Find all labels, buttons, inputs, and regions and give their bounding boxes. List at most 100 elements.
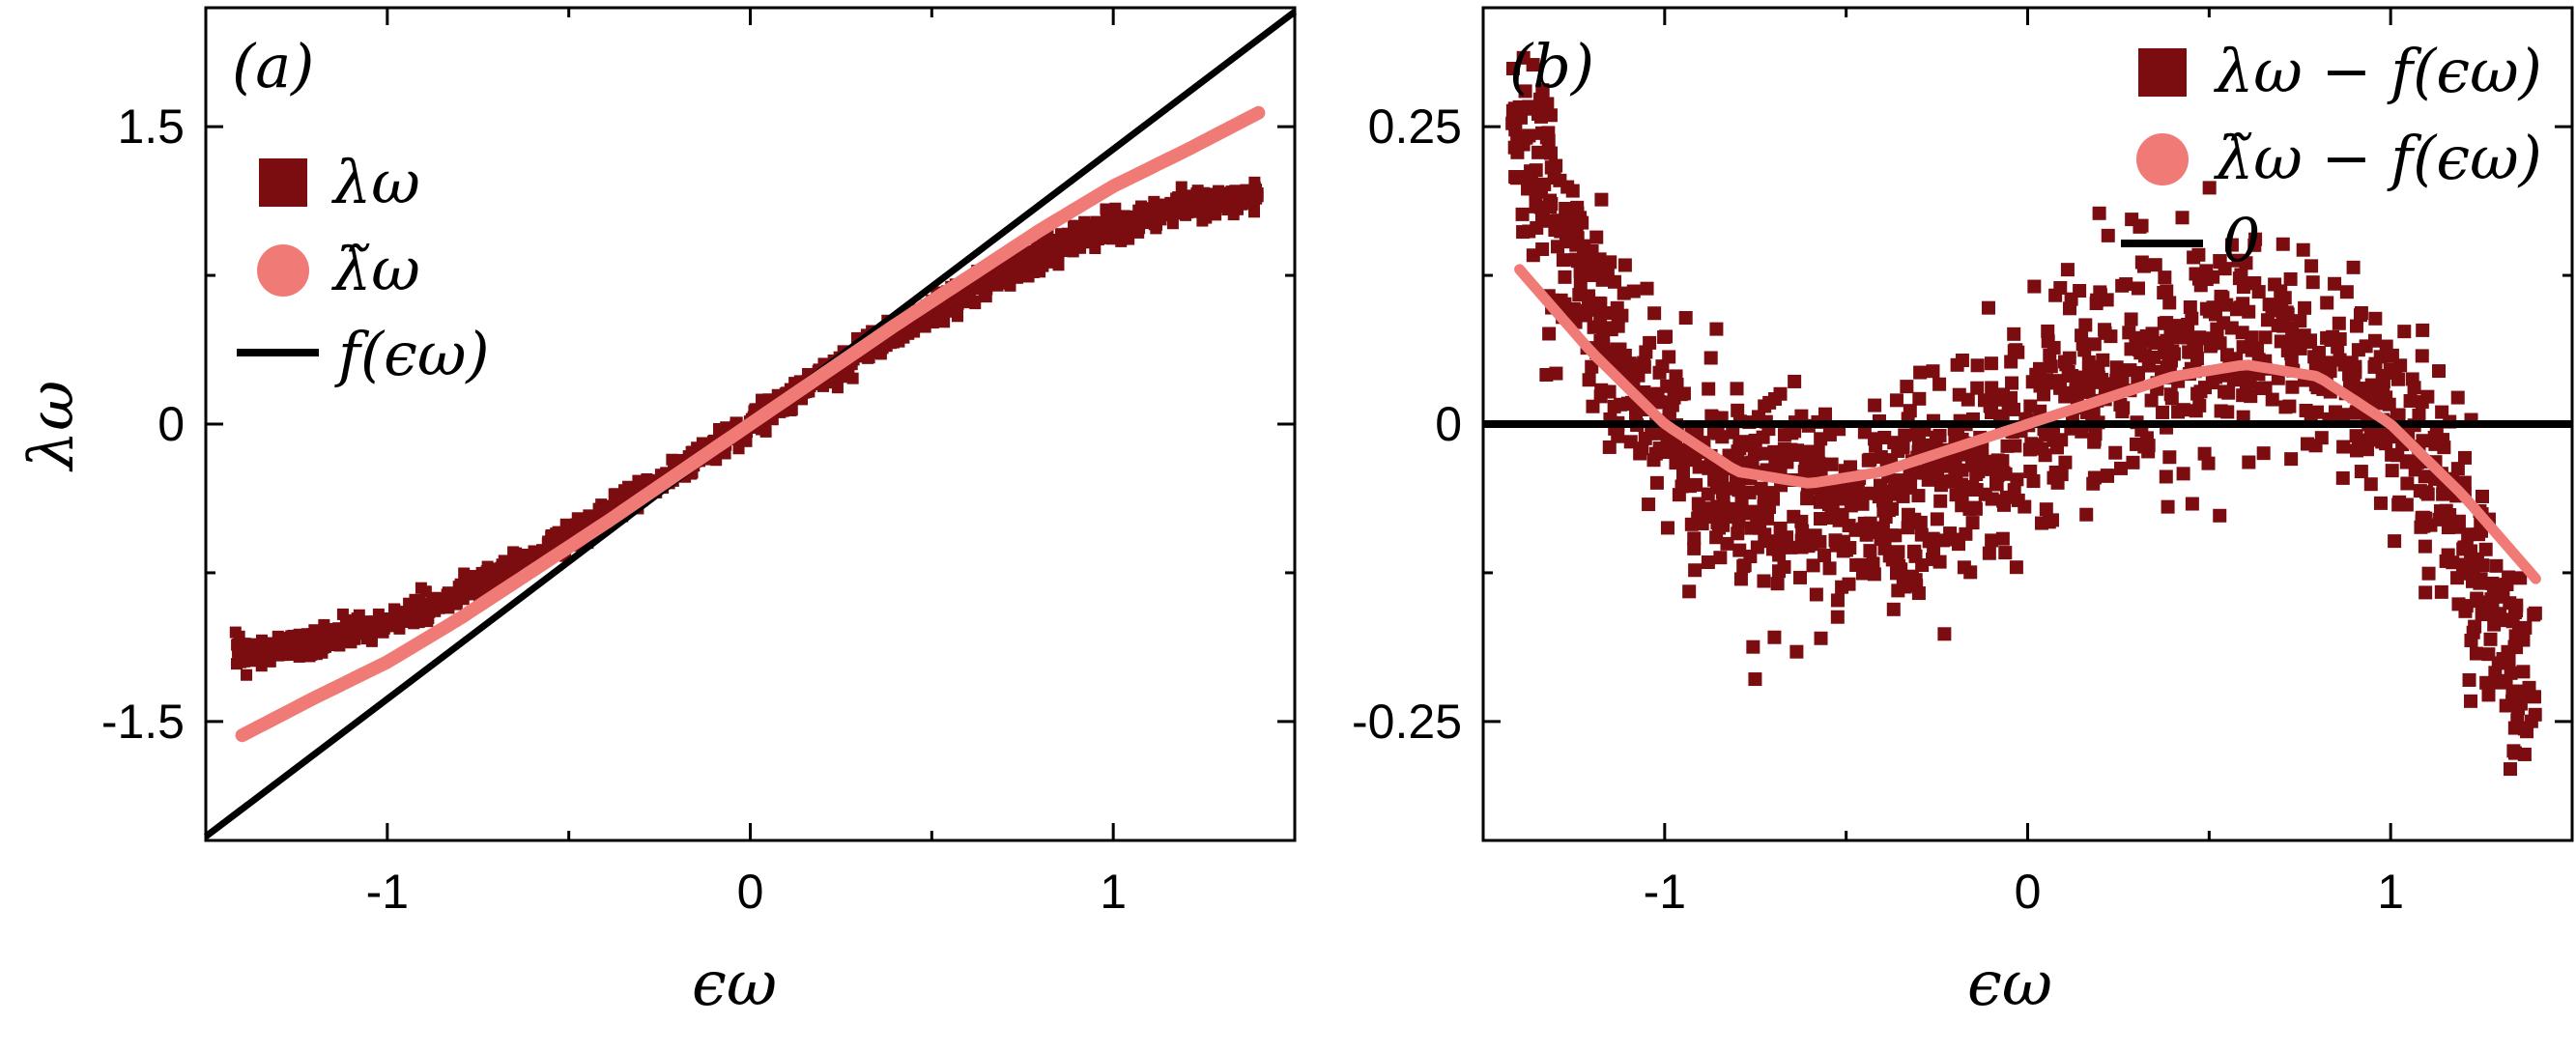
panel-a-raw-point (393, 622, 406, 635)
panel-b-raw-point (1748, 672, 1762, 687)
panel-b-raw-point (2476, 558, 2490, 573)
panel-b-raw-point (1505, 61, 1520, 75)
panel-a-raw-point (1045, 242, 1058, 254)
panel-b-raw-point (2199, 301, 2214, 316)
panel-b-raw-point (2385, 464, 2399, 478)
panel-b-raw-point (2041, 324, 2055, 338)
panel-b-raw-point (2213, 508, 2227, 523)
panel-b-raw-point (2505, 684, 2520, 698)
panel-b-raw-point (1526, 248, 1540, 263)
panel-b-raw-point (1657, 330, 1672, 345)
panel-b-raw-point (2116, 401, 2131, 415)
panel-a-raw-point (1156, 198, 1168, 211)
panel-b-raw-point (1795, 524, 1810, 538)
panel-b-raw-point (1614, 355, 1628, 370)
panel-b-smoothed-line (1514, 264, 2541, 584)
panel-b-raw-point (1688, 563, 1703, 578)
panel-b-raw-point (1866, 556, 1880, 571)
panel-b-raw-point (2390, 372, 2405, 386)
panel-a-raw-point (339, 613, 352, 626)
panel-a-raw-point (472, 585, 485, 598)
panel-b-raw-point (2285, 380, 2300, 394)
panel-b-raw-point (1687, 531, 1702, 546)
panel-b-raw-point (2217, 316, 2231, 330)
panel-a-raw-point (365, 635, 378, 647)
panel-a-raw-point (255, 660, 268, 672)
panel-b-raw-point (2220, 405, 2235, 419)
panel-b-raw-point (2368, 311, 2383, 326)
panel-b-raw-point (2304, 333, 2318, 348)
panel-b-raw-point (2304, 259, 2319, 273)
panel-b-raw-point (2349, 429, 2363, 443)
panel-b-raw-point (1602, 440, 1617, 454)
panel-a-raw-point (1105, 233, 1118, 245)
panel-b-raw-point (2384, 349, 2398, 363)
panel-b-raw-point (1593, 389, 1608, 404)
panel-a-raw-point (1188, 189, 1200, 202)
panel-b-raw-point (1559, 235, 1573, 249)
panel-b-raw-point (1689, 477, 1703, 492)
panel-b-raw-point (1970, 381, 1985, 395)
panel-a-raw-point (632, 474, 644, 487)
panel-b-raw-point (2436, 433, 2450, 447)
panel-b-raw-point (2191, 247, 2206, 262)
panel-b-raw-point (2419, 585, 2433, 600)
panel-b-raw-point (1600, 264, 1615, 278)
panel-b-raw-point (2478, 542, 2493, 556)
panel-b-raw-point (1757, 498, 1771, 513)
panel-b-raw-point (2282, 399, 2297, 413)
panel-b-raw-point (1507, 140, 1522, 155)
panel-b-raw-point (1593, 334, 1608, 349)
panel-b-raw-point (2296, 242, 2310, 257)
panel-b-raw-point (2293, 314, 2307, 328)
panel-b-raw-point (1678, 310, 1693, 325)
panel-b-raw-point (1558, 270, 1572, 284)
panel-b-raw-point (2218, 384, 2232, 399)
panel-a-raw-point (353, 609, 365, 621)
panel-b-raw-point (2383, 362, 2397, 377)
panel-b-raw-point (1610, 300, 1624, 315)
panel-a-raw-point (1005, 258, 1017, 270)
panel-a-raw-point (525, 551, 537, 563)
panel-a-raw-point (258, 638, 271, 650)
panel-b-raw-point (1720, 536, 1734, 551)
panel-a-raw-point (496, 572, 508, 584)
panel-a-raw-point (1169, 200, 1182, 213)
panel-b-raw-point (1996, 494, 2011, 508)
panel-b-raw-point (1961, 392, 1975, 407)
panel-b-raw-point (2513, 571, 2528, 585)
panel-b-raw-point (2029, 367, 2044, 382)
panel-b-raw-point (2139, 431, 2154, 445)
panel-b-x-axis-label: ϵω (1967, 949, 2052, 1020)
panel-b-raw-point (1543, 146, 1558, 160)
panel-b-raw-point (2176, 467, 2190, 481)
panel-b-raw-point (2379, 390, 2393, 405)
panel-a-x-tick-label: 0 (737, 865, 764, 919)
panel-b-raw-point (2060, 263, 2075, 277)
panel-b-raw-point (1794, 540, 1809, 554)
panel-b-raw-point (1519, 130, 1533, 145)
panel-b-raw-point (2236, 388, 2250, 403)
panel-b-raw-point (2379, 437, 2393, 451)
panel-b-raw-point (1676, 466, 1691, 480)
panel-b-raw-point (1589, 230, 1604, 244)
panel-a-raw-point (938, 316, 951, 328)
panel-b-raw-point (1515, 207, 1530, 221)
panel-b-raw-point (2148, 258, 2162, 272)
panel-a-legend-smoothed: λ̃ω (330, 234, 420, 304)
panel-b-raw-point (1684, 517, 1699, 531)
panel-b-raw-point (1561, 205, 1576, 219)
panel-b-raw-point (2058, 355, 2073, 369)
panel-b-raw-point (2193, 278, 2208, 293)
panel-b-raw-point (2157, 286, 2171, 300)
panel-b-raw-point (2078, 318, 2093, 332)
panel-b-raw-point (2484, 592, 2499, 607)
panel-b-raw-point (2407, 381, 2421, 395)
panel-b-raw-point (1879, 453, 1894, 468)
panel-b-raw-point (1898, 428, 1912, 442)
panel-b-raw-point (1507, 101, 1522, 116)
panel-b-raw-point (1656, 395, 1671, 410)
panel-a-raw-point (460, 574, 472, 586)
panel-b-raw-point (2100, 469, 2114, 483)
panel-b-raw-point (1998, 546, 2013, 560)
